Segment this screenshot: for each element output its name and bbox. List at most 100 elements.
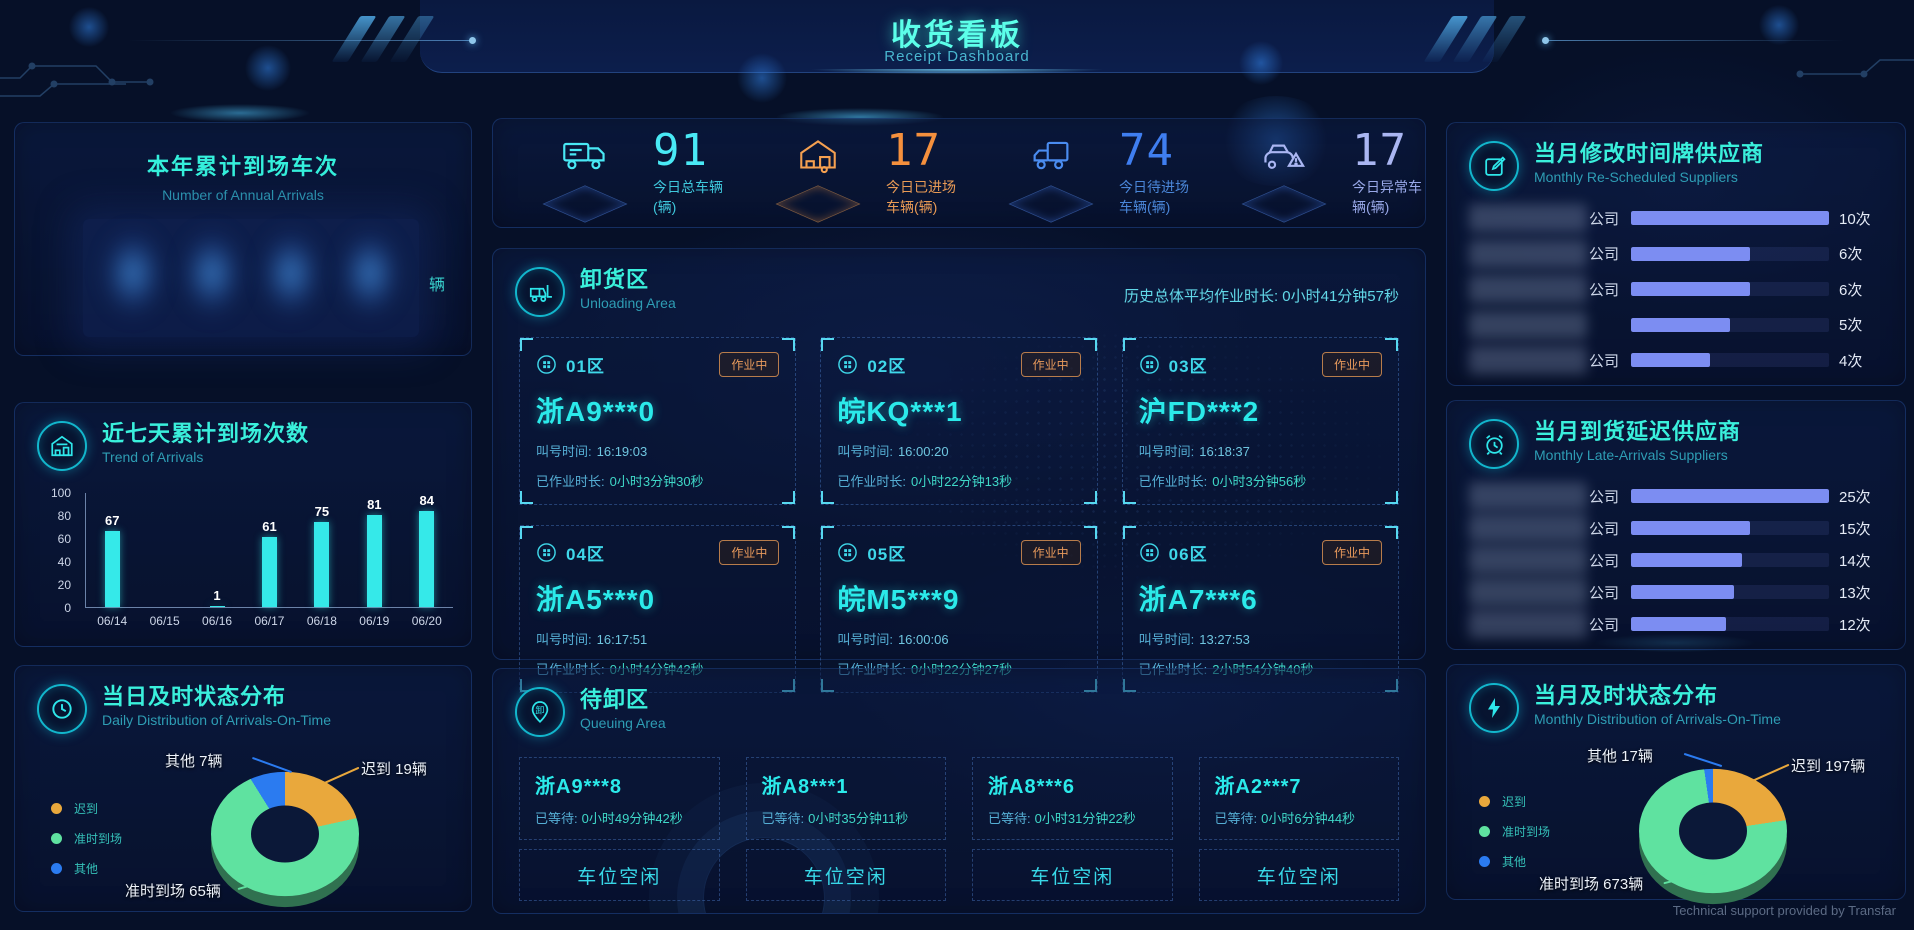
bar-track [1631,521,1829,535]
page-subtitle: Receipt Dashboard [884,48,1030,65]
unloading-slot-01: 01区 作业中 浙A9***0 叫号时间: 16:19:03 已作业时长: 0小时3… [519,337,797,505]
plate-number: 浙A8***6 [988,776,1076,798]
zone-icon [1139,543,1159,562]
today-stats-panel: 91 今日总车辆(辆) 17 今日已进场车辆(辆) [492,118,1426,228]
supplier-row: 公司 25次 [1469,481,1885,511]
zone-label: 05区 [867,545,907,564]
zone-icon [838,355,858,374]
daily-title: 当日及时状态分布 [102,684,287,709]
supplier-row: 5次 [1469,310,1885,340]
supplier-name-blurred [1469,204,1587,232]
header-decoration [331,16,435,62]
trend-panel: 近七天累计到场次数 Trend of Arrivals 100 80 60 40… [14,402,472,647]
rescheduled-bar-list: 公司 10次 公司 6次 公司 6次 5次 [1469,203,1885,375]
truck-icon [537,134,633,223]
count-label: 4次 [1839,352,1863,370]
bar-track [1631,617,1829,631]
unloading-slot-06: 06区 作业中 浙A7***6 叫号时间:13:27:53 已作业时长:2小时5… [1121,525,1399,693]
car-warning-icon [1236,134,1332,223]
count-label: 15次 [1839,520,1871,538]
bar-fill [1631,521,1750,535]
circuit-decor [1796,59,1914,78]
late-title: 当月到货延迟供应商 [1534,419,1742,444]
daily-distribution-panel: 当日及时状态分布 Daily Distribution of Arrivals-… [14,665,472,912]
bar-fill [1631,317,1730,332]
late-bar-list: 公司 25次 公司 15次 公司 14次 公司 13次 [1469,481,1885,639]
status-badge: 作业中 [719,540,780,565]
empty-slot: 车位空闲 [972,849,1173,901]
bar-track [1631,353,1829,367]
zone-label: 01区 [566,357,605,376]
supplier-name-blurred [1469,610,1587,638]
monthly-subtitle: Monthly Distribution of Arrivals-On-Time [1534,711,1781,728]
count-label: 6次 [1839,246,1863,263]
historical-average: 历史总体平均作业时长: 0小时41分钟57秒 [1123,288,1399,305]
callout-ontime: 准时到场 65辆 [125,883,221,900]
callout-other: 其他 7辆 [165,753,223,770]
queuing-vehicle-card: 浙A9***8 已等待: 0小时49分钟42秒 [519,757,720,840]
clock-icon [37,684,87,734]
count-label: 6次 [1839,281,1863,299]
stat-value: 74 [1119,125,1174,176]
count-label: 10次 [1839,210,1871,228]
rescheduled-suppliers-panel: 当月修改时间牌供应商 Monthly Re-Scheduled Supplier… [1446,122,1906,386]
empty-slots: 车位空闲 车位空闲 车位空闲 车位空闲 [519,849,1399,901]
count-label: 5次 [1839,317,1863,334]
svg-text:卸: 卸 [535,705,544,716]
daily-subtitle: Daily Distribution of Arrivals-On-Time [102,712,331,729]
annual-unit: 辆 [428,277,445,294]
stat-total-vehicles: 91 今日总车辆(辆) [493,129,726,223]
plate-number: 皖M5***9 [837,584,960,615]
unloading-slot-05: 05区 作业中 皖M5***9 叫号时间:16:00:06 已作业时长:0小时2… [820,525,1098,693]
plate-number: 浙A7***6 [1138,584,1258,615]
warehouse-truck-icon [37,421,87,471]
supplier-row: 公司 10次 [1469,203,1885,233]
bar-track [1631,246,1829,261]
stat-value: 17 [886,125,941,176]
lightning-icon [1469,683,1519,733]
bar-fill [1631,553,1742,567]
unloading-title: 卸货区 [580,267,650,292]
trend-title: 近七天累计到场次数 [102,421,310,446]
plate-number: 浙A2***7 [1214,776,1302,798]
monthly-distribution-panel: 当月及时状态分布 Monthly Distribution of Arrival… [1446,664,1906,905]
queuing-title: 待卸区 [580,687,650,712]
supplier-row: 公司 12次 [1469,609,1885,639]
status-badge: 作业中 [1321,352,1382,377]
count-label: 13次 [1839,584,1871,602]
queuing-vehicle-card: 浙A8***6 已等待: 0小时31分钟22秒 [972,757,1173,840]
plate-number: 浙A5***0 [536,584,656,615]
status-badge: 作业中 [719,352,780,377]
supplier-row: 公司 6次 [1469,274,1885,304]
zone-label: 02区 [867,357,907,376]
edit-icon [1469,141,1519,191]
unloading-subtitle: Unloading Area [580,295,676,312]
plate-number: 浙A9***0 [536,396,656,427]
count-label: 12次 [1839,616,1871,634]
supplier-name-blurred [1469,346,1587,374]
queuing-area-panel: 卸 待卸区 Queuing Area 浙A9***8 已等待: 0小时49分钟42… [492,668,1426,914]
rescheduled-subtitle: Monthly Re-Scheduled Suppliers [1534,169,1738,186]
supplier-row: 公司 13次 [1469,577,1885,607]
stat-abnormal-vehicles: 17 今日异常车辆(辆) [1192,129,1425,223]
header-glow-decor [747,69,1167,77]
status-badge: 作业中 [1020,540,1081,565]
status-badge: 作业中 [1321,540,1382,565]
annual-title: 本年累计到场车次 [146,154,339,179]
zone-icon [537,543,556,562]
queuing-subtitle: Queuing Area [580,715,666,732]
warehouse-icon [770,134,866,223]
unloading-slot-02: 02区 作业中 皖KQ***1 叫号时间: 16:00:20 已作业时长: 0小时2… [820,337,1098,505]
header: 收货看板 Receipt Dashboard [0,0,1914,104]
trend-bar-chart: 100 80 60 40 20 0 67 06/14 06/15 1 06/16 6… [45,486,455,636]
unloading-area-panel: 卸货区 Unloading Area 历史总体平均作业时长: 0小时41分钟57… [492,248,1426,693]
supplier-row: 公司 14次 [1469,545,1885,575]
supplier-name-blurred [1469,482,1587,510]
stat-entered-vehicles: 17 今日已进场车辆(辆) [726,125,959,223]
count-label: 25次 [1839,488,1871,506]
bar-fill [1631,246,1750,261]
supplier-row: 公司 4次 [1469,345,1885,375]
page-title: 收货看板 [891,19,1023,52]
stat-waiting-vehicles: 74 今日待进场车辆(辆) [959,125,1192,223]
